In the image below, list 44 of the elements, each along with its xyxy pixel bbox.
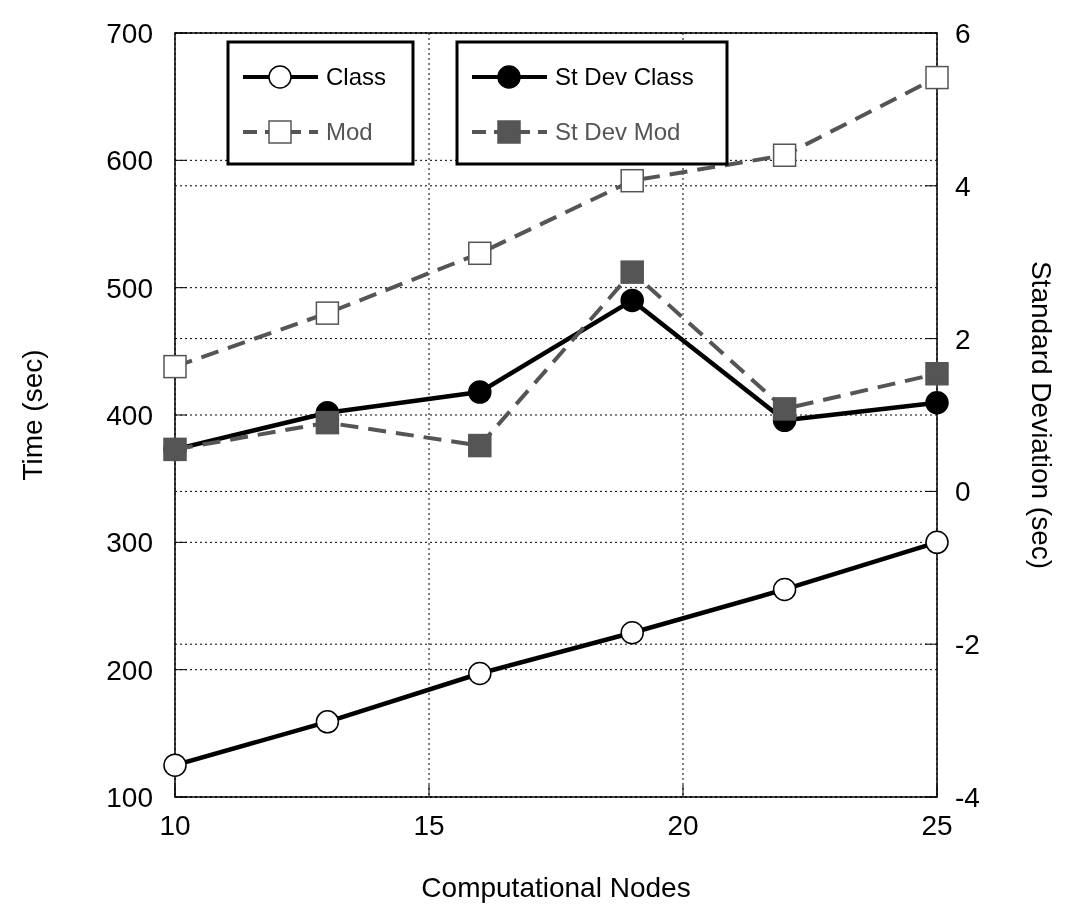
y2-axis-title: Standard Deviation (sec) xyxy=(1026,260,1057,570)
y2-tick-label: -4 xyxy=(955,782,980,813)
legend-label: Class xyxy=(326,63,387,90)
y2-tick-label: 4 xyxy=(955,170,971,202)
point xyxy=(620,168,644,193)
y2-tick-label: 0 xyxy=(955,476,971,508)
point xyxy=(620,260,644,284)
point xyxy=(925,361,949,386)
x-axis-title: Computational Nodes xyxy=(421,872,691,903)
legend-label: St Dev Class xyxy=(555,63,694,90)
point xyxy=(315,710,340,734)
point xyxy=(163,753,187,777)
point xyxy=(772,143,797,167)
x-tick-label: 25 xyxy=(921,810,953,841)
y2-tick-label: -2 xyxy=(955,629,980,661)
point xyxy=(772,397,797,421)
y-tick-label: 400 xyxy=(106,400,153,431)
legend-label: St Dev Mod xyxy=(555,118,681,145)
x-tick-label: 20 xyxy=(667,810,699,841)
y2-tick-label: 6 xyxy=(955,18,971,49)
point xyxy=(925,530,949,555)
y-tick-label: 600 xyxy=(106,145,153,177)
point xyxy=(925,65,949,90)
point xyxy=(925,391,949,415)
point xyxy=(468,241,492,266)
x-tick-label: 10 xyxy=(159,810,191,841)
x-tick-label: 15 xyxy=(413,810,445,841)
point xyxy=(315,410,340,435)
point xyxy=(468,433,492,458)
legend-label: Mod xyxy=(326,118,373,145)
y-tick-label: 300 xyxy=(106,527,153,559)
y-tick-label: 100 xyxy=(106,782,153,813)
y-tick-label: 500 xyxy=(106,272,153,304)
point xyxy=(315,301,340,325)
point xyxy=(468,661,492,686)
y-tick-label: 700 xyxy=(106,18,153,49)
point xyxy=(163,354,187,379)
y-tick-label: 200 xyxy=(106,654,153,686)
y2-tick-label: 2 xyxy=(955,323,971,355)
point xyxy=(772,577,797,602)
y-axis-title: Time (sec) xyxy=(17,349,48,481)
point xyxy=(468,380,492,404)
point xyxy=(620,620,644,645)
point xyxy=(620,288,644,313)
